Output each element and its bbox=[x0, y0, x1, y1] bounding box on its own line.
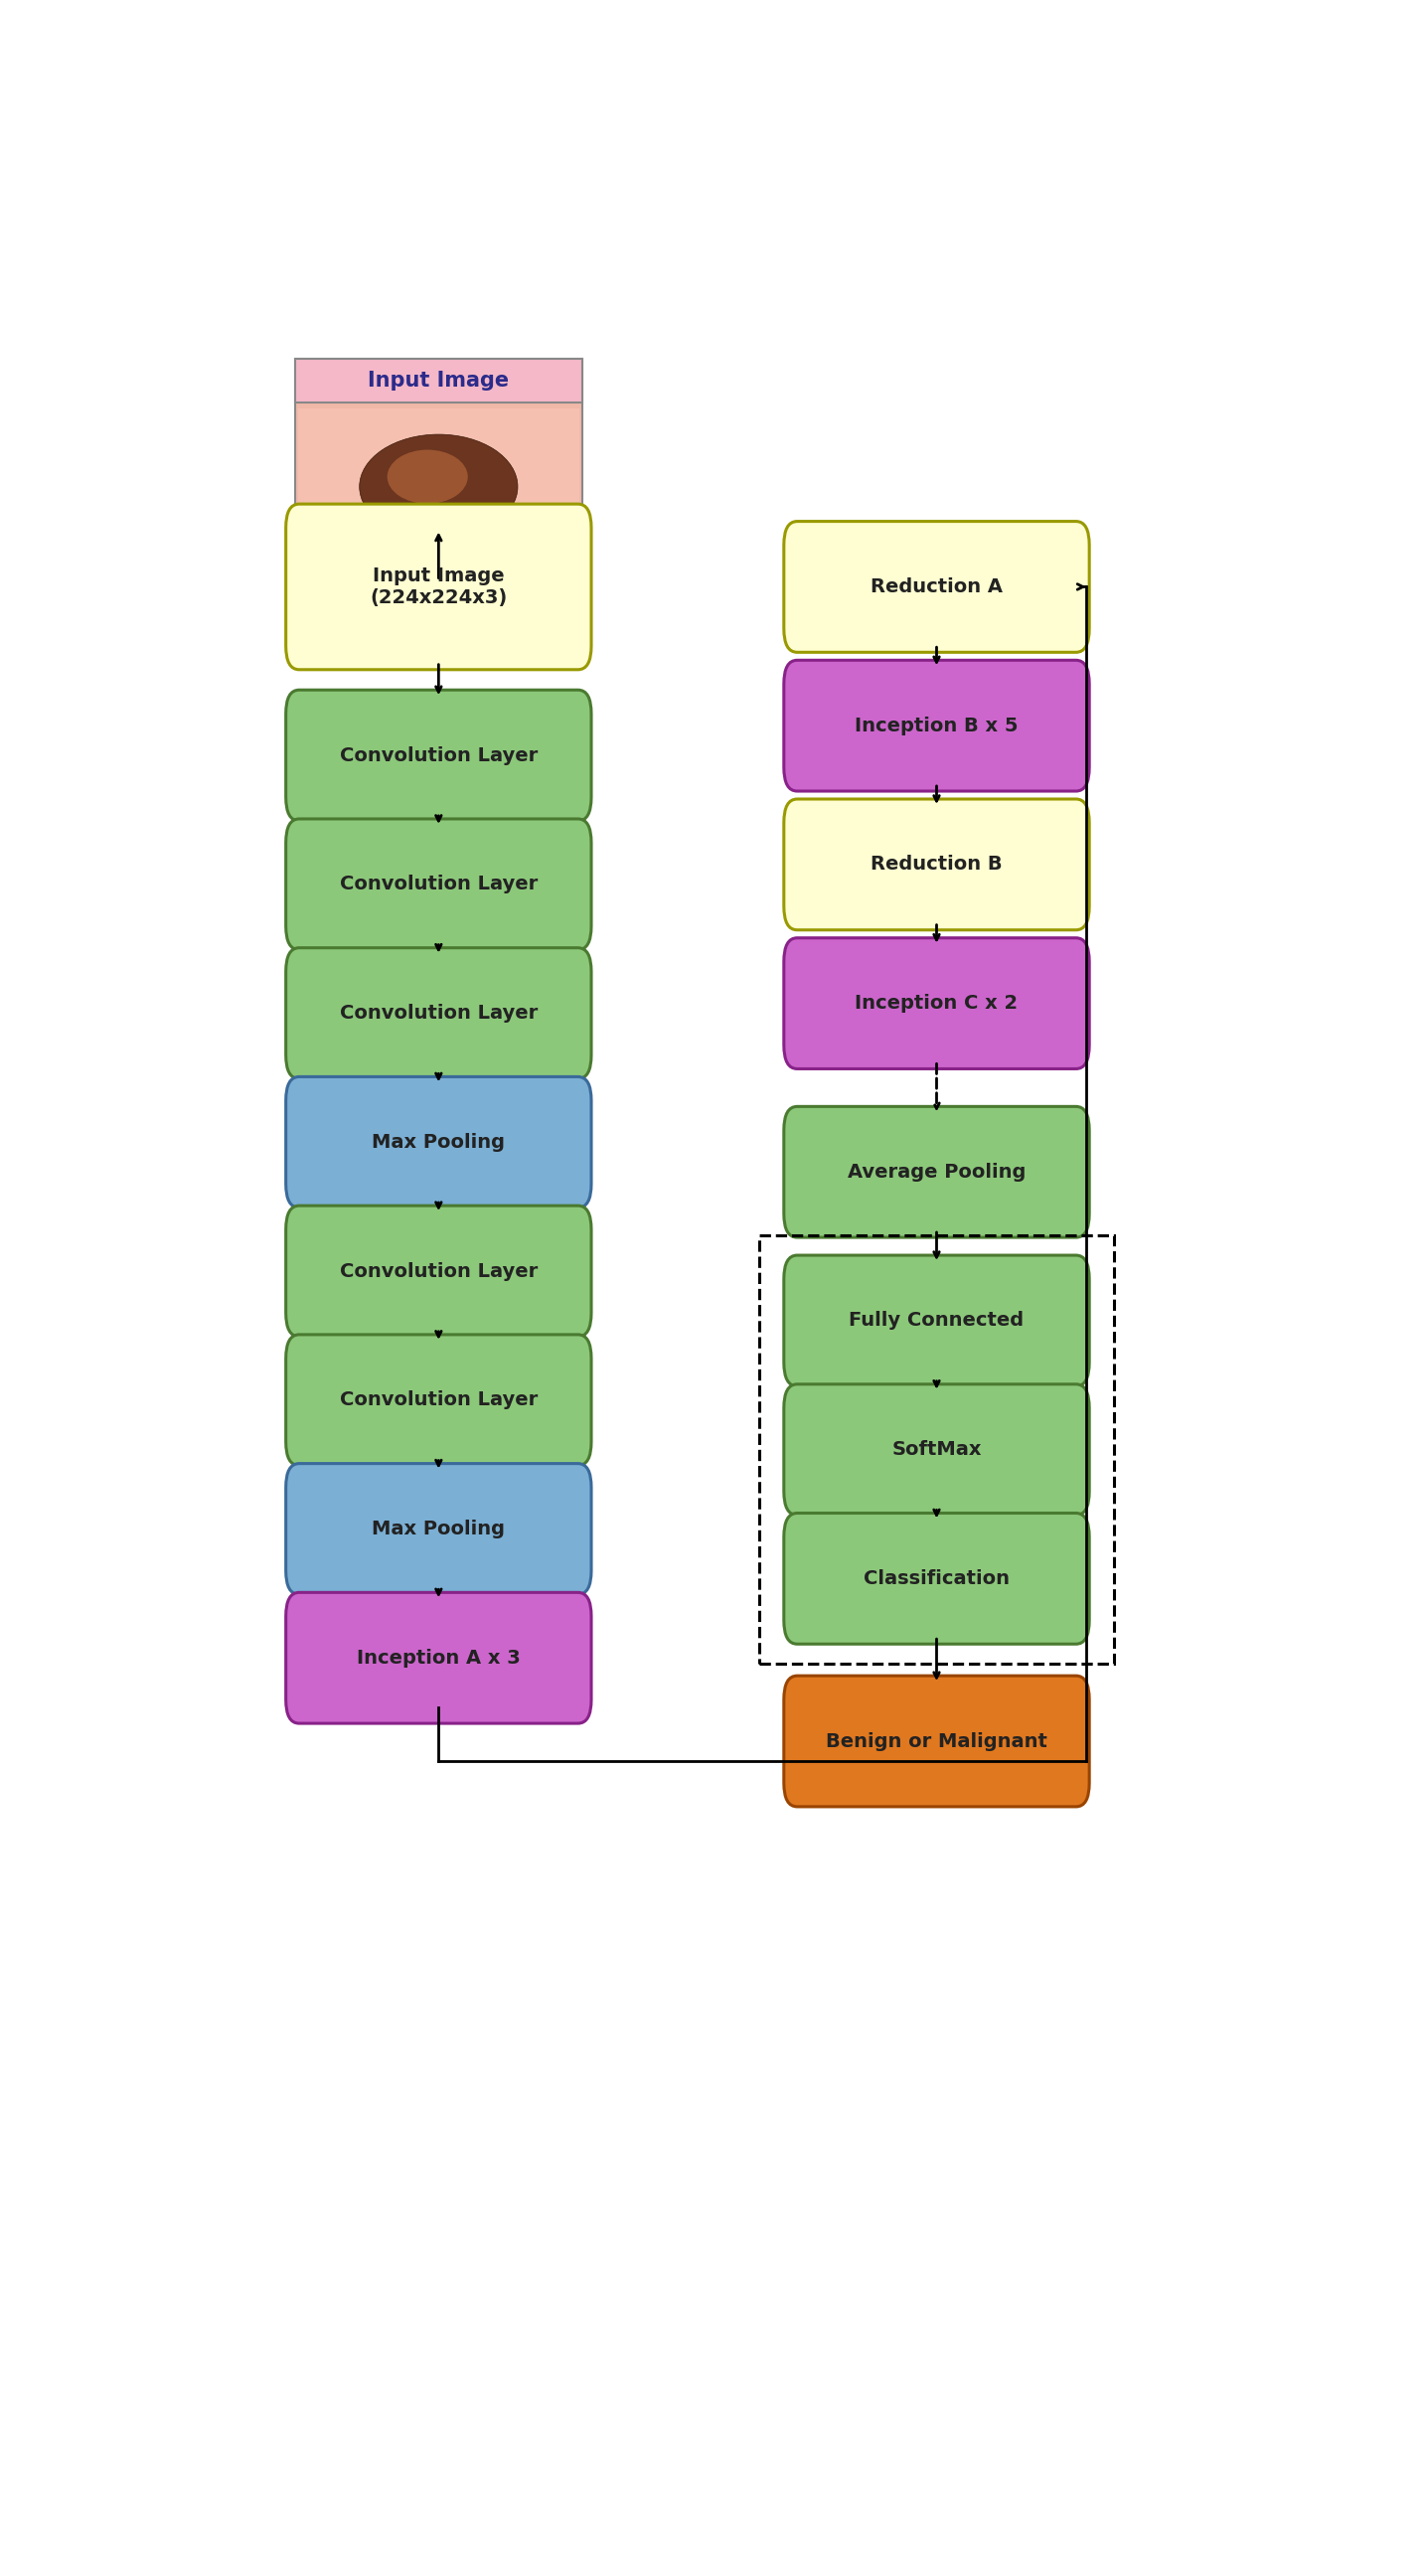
FancyBboxPatch shape bbox=[784, 659, 1090, 791]
Text: Max Pooling: Max Pooling bbox=[373, 1133, 506, 1151]
Text: Fully Connected: Fully Connected bbox=[850, 1311, 1024, 1329]
FancyBboxPatch shape bbox=[286, 1592, 591, 1723]
FancyBboxPatch shape bbox=[784, 1108, 1090, 1236]
FancyBboxPatch shape bbox=[286, 1463, 591, 1595]
Text: Reduction B: Reduction B bbox=[871, 855, 1002, 873]
FancyBboxPatch shape bbox=[784, 1512, 1090, 1643]
Text: Convolution Layer: Convolution Layer bbox=[340, 1005, 537, 1023]
FancyBboxPatch shape bbox=[286, 1077, 591, 1208]
FancyBboxPatch shape bbox=[784, 520, 1090, 652]
FancyBboxPatch shape bbox=[286, 819, 591, 951]
Text: Inception B x 5: Inception B x 5 bbox=[855, 716, 1018, 734]
FancyBboxPatch shape bbox=[784, 1255, 1090, 1386]
Text: SoftMax: SoftMax bbox=[891, 1440, 981, 1458]
FancyBboxPatch shape bbox=[286, 1206, 591, 1337]
FancyBboxPatch shape bbox=[286, 690, 591, 822]
FancyBboxPatch shape bbox=[784, 938, 1090, 1069]
Text: Input Image
(224x224x3): Input Image (224x224x3) bbox=[370, 567, 507, 608]
FancyBboxPatch shape bbox=[298, 407, 580, 564]
FancyBboxPatch shape bbox=[784, 1383, 1090, 1515]
Text: Convolution Layer: Convolution Layer bbox=[340, 876, 537, 894]
Text: Max Pooling: Max Pooling bbox=[373, 1520, 506, 1538]
FancyBboxPatch shape bbox=[286, 505, 591, 670]
FancyBboxPatch shape bbox=[286, 948, 591, 1079]
FancyBboxPatch shape bbox=[294, 358, 583, 572]
FancyBboxPatch shape bbox=[784, 1677, 1090, 1806]
Text: Classification: Classification bbox=[864, 1569, 1010, 1587]
FancyBboxPatch shape bbox=[294, 358, 583, 402]
Text: Convolution Layer: Convolution Layer bbox=[340, 1262, 537, 1280]
Ellipse shape bbox=[387, 451, 468, 505]
Text: Convolution Layer: Convolution Layer bbox=[340, 747, 537, 765]
Ellipse shape bbox=[360, 435, 518, 538]
FancyBboxPatch shape bbox=[286, 1334, 591, 1466]
Text: Average Pooling: Average Pooling bbox=[847, 1162, 1025, 1182]
Text: Input Image: Input Image bbox=[368, 371, 510, 392]
Text: Inception C x 2: Inception C x 2 bbox=[855, 994, 1018, 1012]
Text: Benign or Malignant: Benign or Malignant bbox=[825, 1731, 1047, 1752]
Text: Inception A x 3: Inception A x 3 bbox=[357, 1649, 520, 1667]
FancyBboxPatch shape bbox=[784, 799, 1090, 930]
Text: Convolution Layer: Convolution Layer bbox=[340, 1391, 537, 1409]
Text: Reduction A: Reduction A bbox=[871, 577, 1002, 595]
